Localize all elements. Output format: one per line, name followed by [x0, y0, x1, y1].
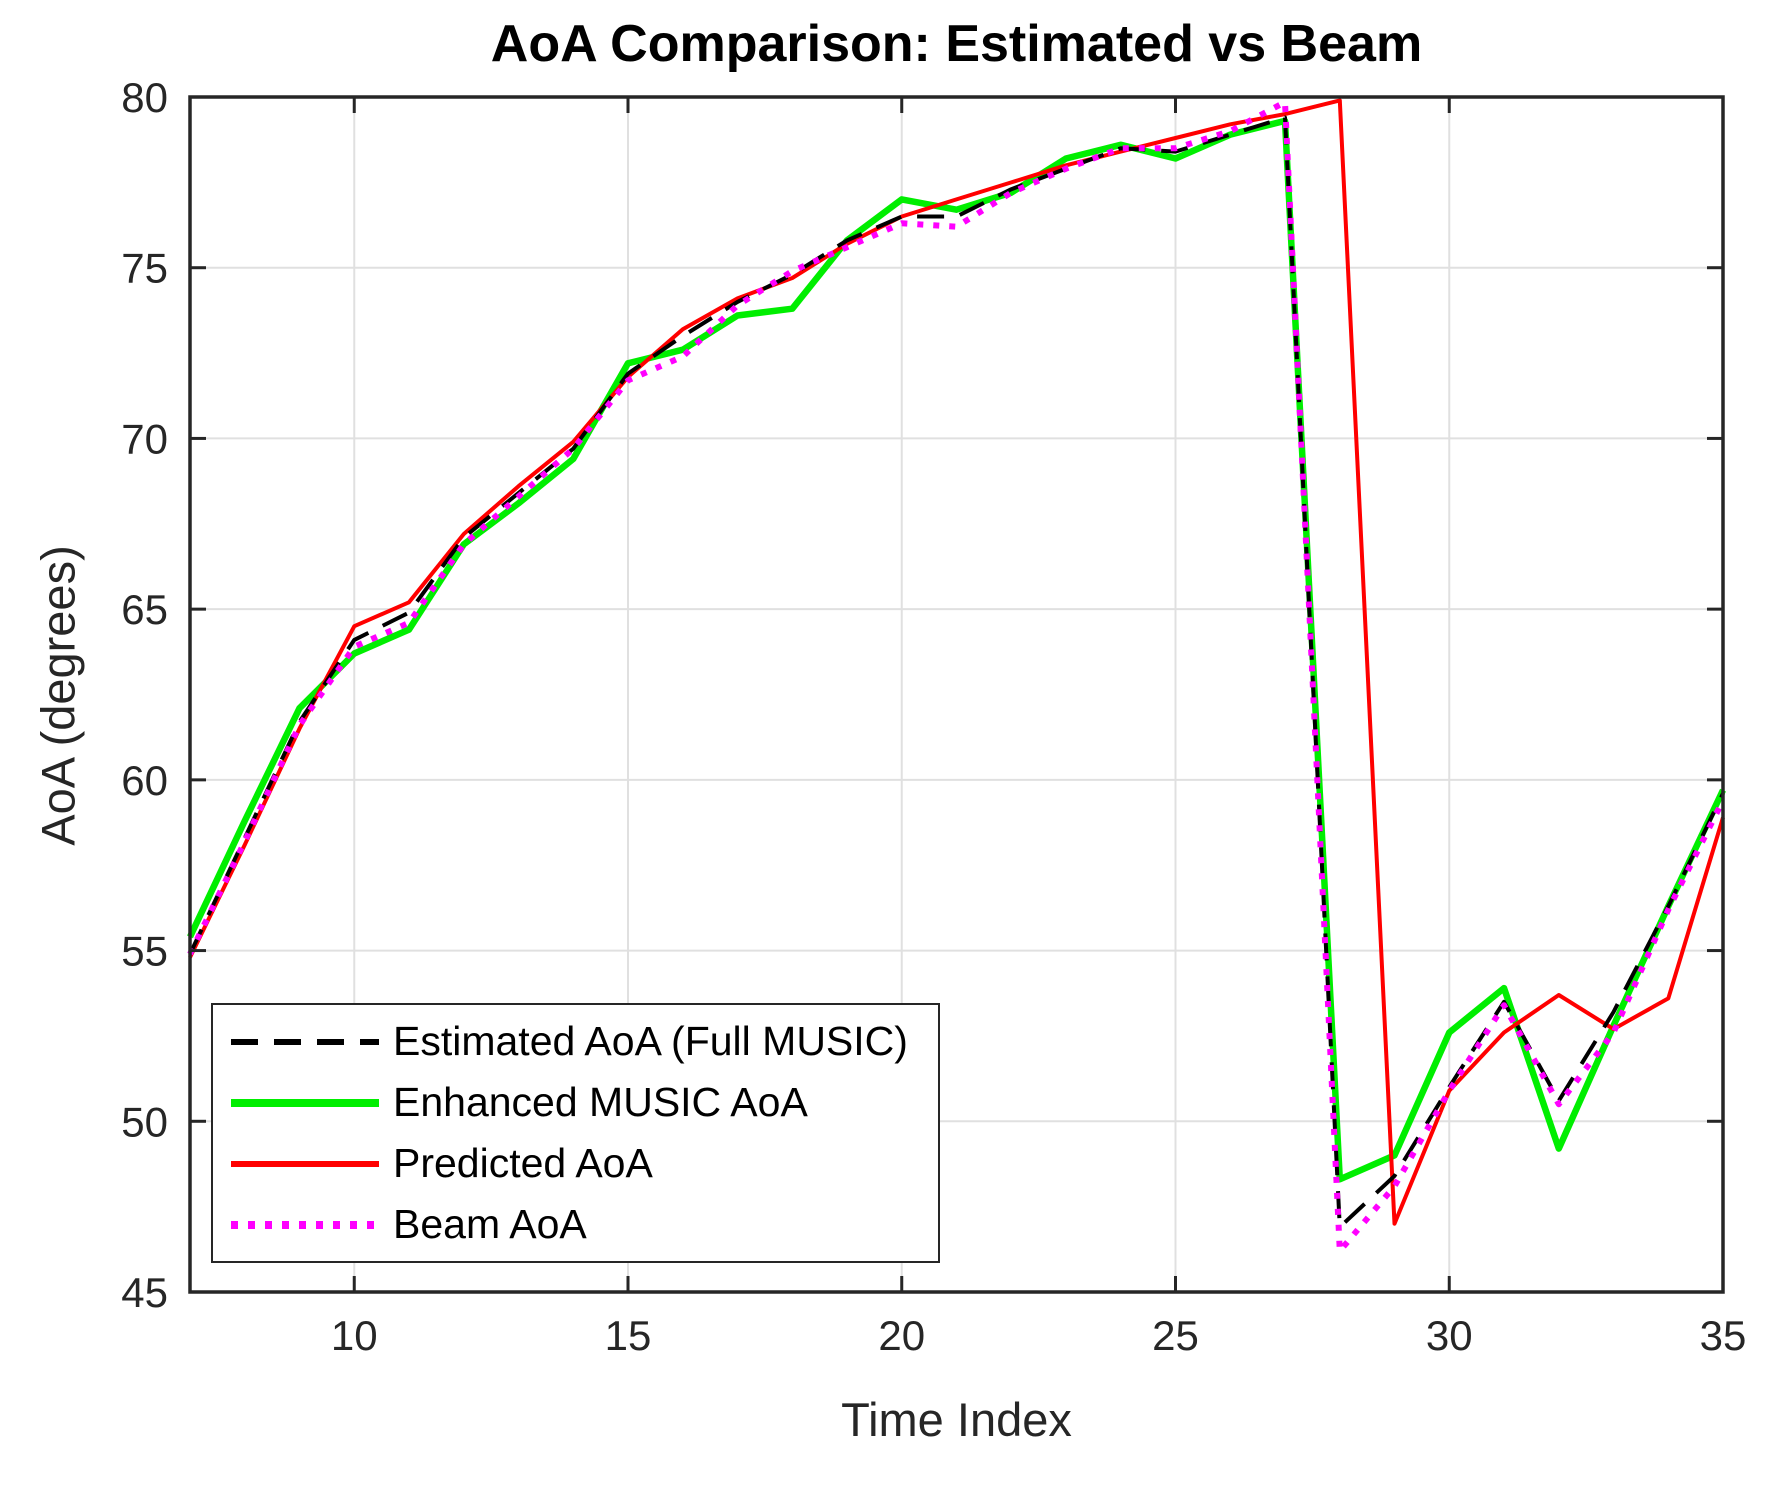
legend-label-beam-aoa: Beam AoA — [393, 1201, 587, 1247]
chart-title: AoA Comparison: Estimated vs Beam — [490, 15, 1423, 73]
y-tick-label: 80 — [121, 74, 168, 121]
x-tick-label: 35 — [1700, 1312, 1747, 1359]
x-tick-label: 15 — [605, 1312, 652, 1359]
series-line-2 — [188, 98, 1725, 1226]
y-tick-label: 45 — [121, 1269, 168, 1316]
y-tick-label: 50 — [121, 1098, 168, 1145]
series-line-1 — [187, 117, 1726, 1183]
y-tick-label: 75 — [121, 245, 168, 292]
legend-label-enhanced-music-aoa: Enhanced MUSIC AoA — [393, 1079, 808, 1125]
y-tick-label: 60 — [121, 757, 168, 804]
x-tick-label: 20 — [878, 1312, 925, 1359]
legend-item-enhanced-music-aoa: Enhanced MUSIC AoA — [213, 1072, 938, 1133]
enhanced-music-aoa-line-icon — [231, 1098, 379, 1107]
legend-label-predicted-aoa: Predicted AoA — [393, 1140, 653, 1186]
legend: Estimated AoA (Full MUSIC) Enhanced MUSI… — [211, 1003, 940, 1263]
predicted-aoa-line-icon — [231, 1160, 379, 1167]
x-axis-label: Time Index — [841, 1393, 1072, 1446]
y-axis-label: AoA (degrees) — [31, 545, 85, 846]
y-tick-label: 55 — [121, 928, 168, 975]
y-tick-label: 70 — [121, 415, 168, 462]
legend-item-beam-aoa: Beam AoA — [213, 1194, 938, 1255]
legend-item-predicted-aoa: Predicted AoA — [213, 1133, 938, 1194]
x-tick-label: 30 — [1426, 1312, 1473, 1359]
axis-box — [188, 95, 1725, 1294]
legend-label-estimated-aoa: Estimated AoA (Full MUSIC) — [393, 1018, 908, 1064]
y-tick-label: 65 — [121, 586, 168, 633]
legend-item-estimated-aoa: Estimated AoA (Full MUSIC) — [213, 1011, 938, 1072]
series-line-0 — [188, 115, 1725, 1230]
x-tick-label: 25 — [1152, 1312, 1199, 1359]
x-tick-label: 10 — [331, 1312, 378, 1359]
beam-aoa-dotted-line-icon — [231, 1220, 379, 1229]
estimated-aoa-dashed-line-icon — [231, 1038, 379, 1045]
